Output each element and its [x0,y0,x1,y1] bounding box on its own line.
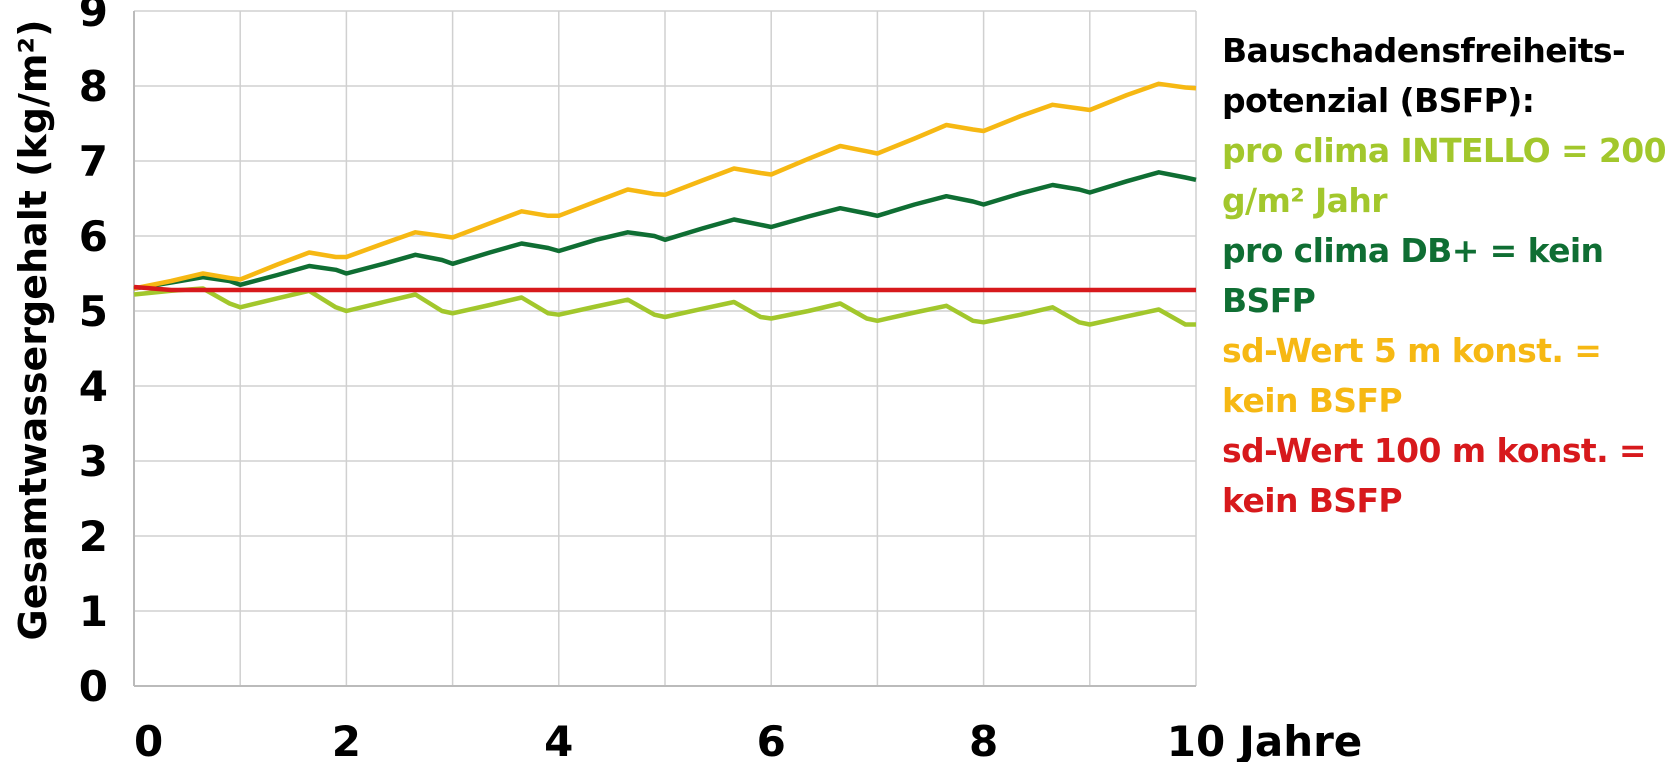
y-tick-label: 8 [79,62,108,111]
line [133,81,1197,291]
x-tick-label: 4 [544,717,573,762]
y-tick-label: 4 [79,362,108,411]
legend-entry: pro clima DB+ = kein BSFP [1222,231,1604,320]
x-tick-label: 2 [332,717,361,762]
y-tick-label: 1 [79,587,108,636]
x-tick-label: 0 [134,717,163,762]
y-tick-label: 0 [79,662,108,711]
x-tick-label: 6 [757,717,786,762]
line [133,284,1196,293]
x-axis-label: Jahre [1236,717,1362,762]
y-tick-label: 5 [79,287,108,336]
y-tick-label: 2 [79,512,108,561]
legend: Bauschadensfreiheits-potenzial (BSFP): p… [1222,26,1674,526]
legend-entry: sd-Wert 100 m konst. = kein BSFP [1222,431,1647,520]
legend-title: Bauschadensfreiheits-potenzial (BSFP): [1222,31,1626,120]
y-tick-label: 7 [79,137,108,186]
y-tick-label: 9 [79,0,108,36]
legend-entry: pro clima INTELLO = 200 g/m² Jahr [1222,131,1667,220]
x-tick-label: 8 [969,717,998,762]
line [133,286,1196,327]
legend-entry: sd-Wert 5 m konst. = kein BSFP [1222,331,1602,420]
line [133,170,1197,291]
y-tick-label: 6 [79,212,108,261]
y-tick-label: 3 [79,437,108,486]
y-axis-label: Gesamtwassergehalt (kg/m²) [11,20,55,641]
x-tick-label: 10 [1167,717,1225,762]
